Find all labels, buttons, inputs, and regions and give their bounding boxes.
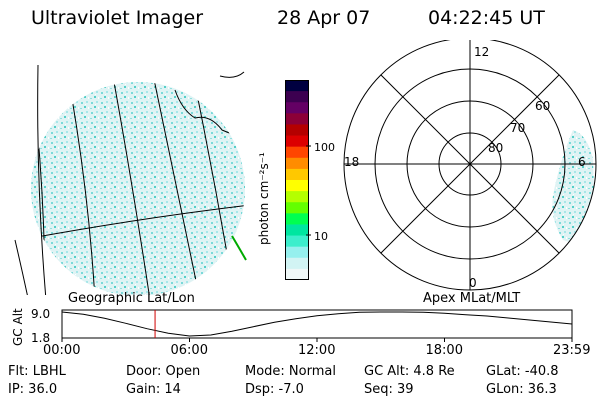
x-tick-label: 00:00 (43, 343, 81, 358)
mlt-label-0: 0 (469, 276, 477, 290)
colorbar-segment (285, 180, 309, 192)
colorbar-segment (285, 268, 309, 280)
x-tick-label: 06:00 (170, 343, 208, 358)
y-tick-9: 9.0 (31, 307, 50, 321)
colorbar-tick-10: 10 (314, 230, 328, 243)
polar-panel-label: Apex MLat/MLT (423, 291, 521, 306)
info-glon: GLon: 36.3 (486, 382, 557, 397)
colorbar-border (285, 80, 309, 280)
lat-label-80: 80 (488, 141, 503, 155)
app-title: Ultraviolet Imager (31, 7, 204, 29)
coastline-east (219, 71, 245, 78)
colorbar-segment (285, 80, 309, 92)
colorbar-ticks: 100 10 (306, 141, 335, 243)
colorbar-segment (285, 135, 309, 148)
y-axis-label: GC Alt (11, 308, 25, 346)
lat-label-60: 60 (535, 99, 550, 113)
colorbar-segment (285, 91, 309, 103)
info-glat: GLat: -40.8 (486, 364, 559, 379)
colorbar-segment (285, 246, 309, 259)
altitude-line (61, 311, 573, 337)
x-tick-label: 12:00 (298, 343, 336, 358)
lat-label-70: 70 (510, 121, 525, 135)
colorbar-unit-label: photon cm⁻²s⁻¹ (257, 152, 271, 245)
altitude-chart-frame (61, 309, 573, 339)
info-gain: Gain: 14 (126, 382, 181, 397)
aurora-patch (552, 130, 596, 250)
coastline-corner (231, 235, 247, 261)
meridian-line (149, 82, 201, 295)
colorbar-segment (285, 102, 309, 114)
info-door: Door: Open (126, 364, 201, 379)
geo-disk (31, 82, 245, 295)
colorbar-segment (285, 235, 309, 248)
mlt-label-18: 18 (344, 155, 359, 169)
meridian-line (109, 82, 151, 295)
colorbar-segment (285, 191, 309, 203)
polar-plot: 12 18 6 0 60 70 80 (343, 40, 597, 291)
y-tick-1.8: 1.8 (31, 331, 50, 345)
altitude-chart: GC Alt 9.0 1.8 (11, 307, 573, 346)
x-tick-label: 18:00 (425, 343, 463, 358)
colorbar-segment (285, 202, 309, 214)
colorbar-segment (285, 124, 309, 137)
info-mode: Mode: Normal (245, 364, 336, 379)
info-gcalt: GC Alt: 4.8 Re (364, 364, 455, 379)
time-label: 04:22:45 UT (428, 7, 545, 29)
coastline-outer (37, 64, 47, 295)
info-seq: Seq: 39 (364, 382, 414, 397)
info-ip: IP: 36.0 (8, 382, 58, 397)
info-dsp: Dsp: -7.0 (245, 382, 304, 397)
colorbar-tick-100: 100 (314, 141, 335, 154)
parallel-line (31, 204, 245, 241)
colorbar-segment (285, 157, 309, 170)
coastline-west (14, 239, 28, 295)
colorbar-segment (285, 168, 309, 181)
colorbar-segment (285, 146, 309, 159)
x-tick-label: 23:59 (553, 343, 591, 358)
mlt-label-6: 6 (578, 155, 586, 169)
colorbar-segment (285, 257, 309, 270)
colorbar-segment (285, 224, 309, 237)
colorbar (285, 80, 309, 280)
info-flt: Flt: LBHL (8, 364, 66, 379)
geo-panel-label: Geographic Lat/Lon (68, 291, 195, 306)
colorbar-segment (285, 113, 309, 125)
mlt-label-12: 12 (474, 45, 489, 59)
date-label: 28 Apr 07 (277, 7, 371, 29)
colorbar-segment (285, 213, 309, 225)
geographic-image (14, 64, 247, 295)
